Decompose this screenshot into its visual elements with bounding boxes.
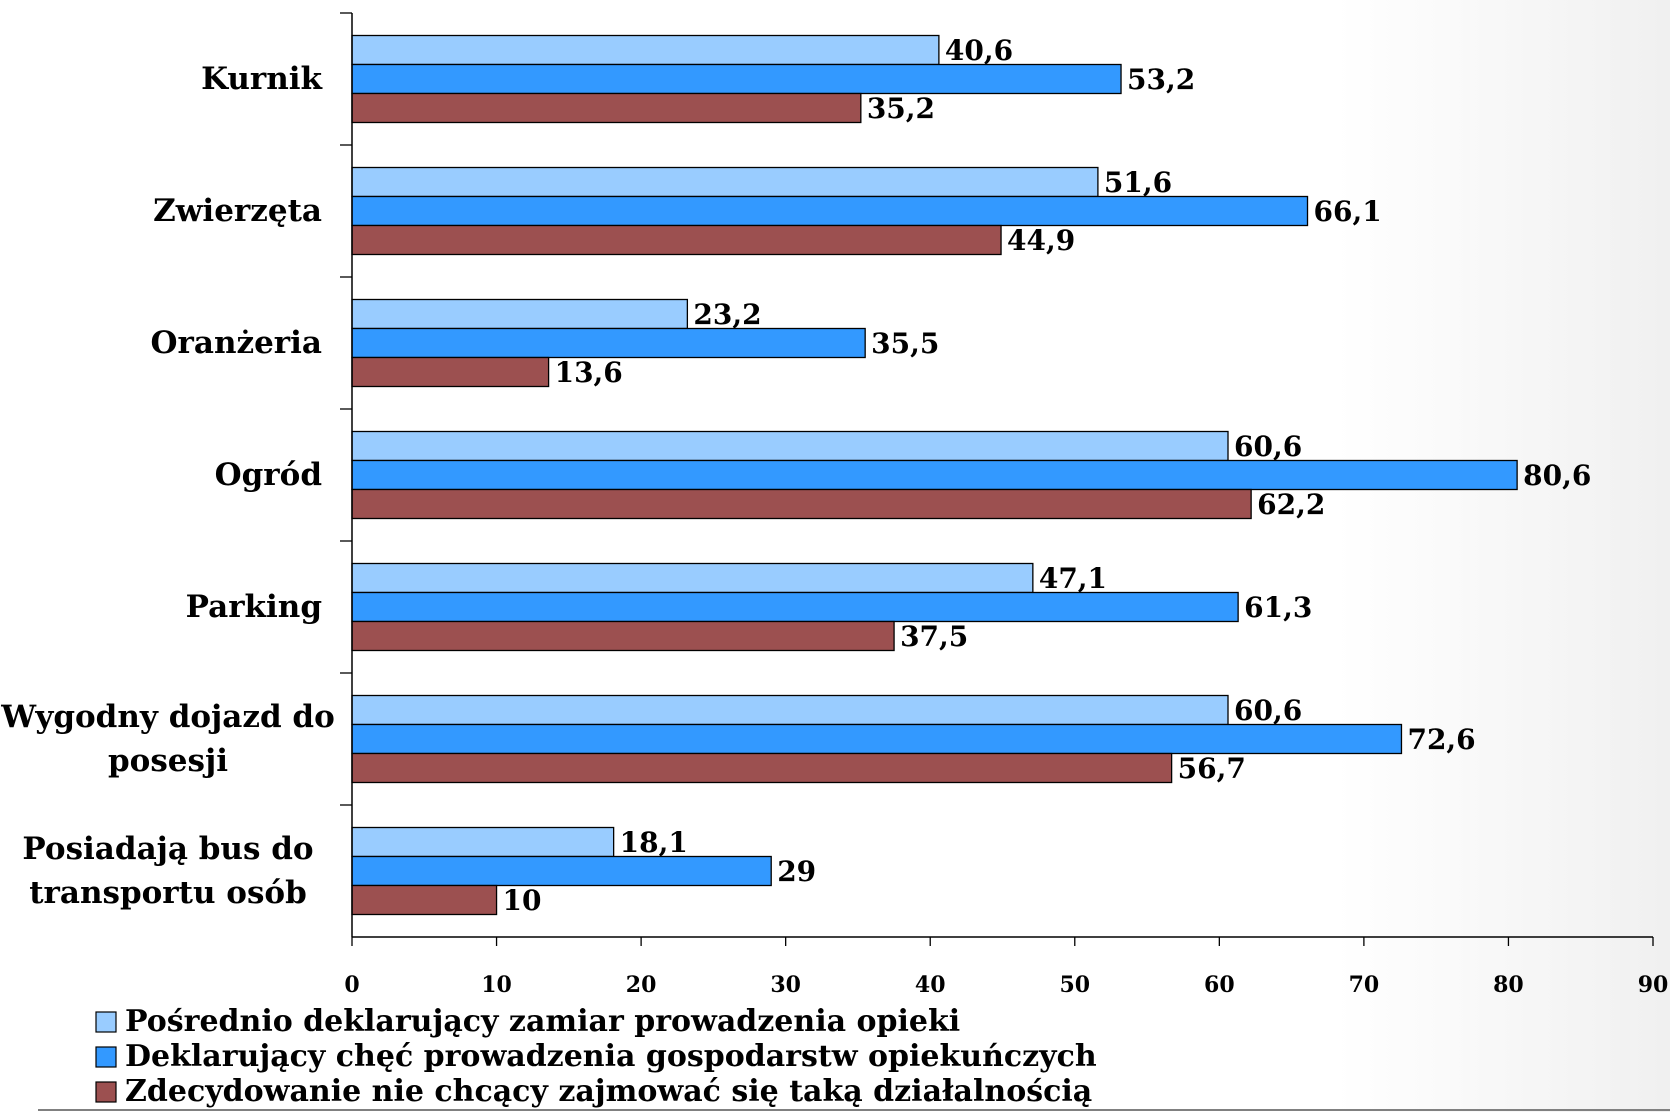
category-label-3: Ogród — [215, 457, 322, 493]
data-label-s1-c0: 53,2 — [1127, 63, 1195, 96]
data-label-s0-c4: 47,1 — [1039, 562, 1107, 595]
bar-s2-c6 — [351, 884, 498, 916]
data-label-s2-c6: 10 — [503, 884, 542, 917]
legend-label-0: Pośrednio deklarujący zamiar prowadzenia… — [125, 1004, 960, 1039]
bar-s0-c1 — [351, 166, 1099, 198]
data-label-s1-c2: 35,5 — [871, 327, 939, 360]
legend-swatch-1 — [95, 1046, 117, 1068]
category-label-0: Kurnik — [201, 61, 323, 97]
bar-s1-c0 — [351, 63, 1122, 95]
bar-s1-c4 — [351, 591, 1239, 623]
data-label-s0-c3: 60,6 — [1234, 430, 1302, 463]
bar-s1-c5 — [351, 723, 1403, 755]
category-label-6-line-1: transportu osób — [29, 875, 307, 911]
x-tick-label-3: 30 — [770, 972, 801, 998]
x-tick-label-6: 60 — [1204, 972, 1235, 998]
data-label-s0-c2: 23,2 — [693, 298, 761, 331]
bar-s0-c0 — [351, 34, 940, 66]
data-label-s2-c4: 37,5 — [900, 620, 968, 653]
bar-s2-c4 — [351, 620, 895, 652]
data-label-s0-c1: 51,6 — [1104, 166, 1172, 199]
data-label-s1-c3: 80,6 — [1523, 459, 1591, 492]
category-label-2: Oranżeria — [151, 325, 322, 361]
category-label-5-line-1: posesji — [108, 743, 228, 779]
legend-swatch-0 — [95, 1011, 117, 1033]
x-tick-label-0: 0 — [344, 972, 359, 998]
data-label-s1-c5: 72,6 — [1407, 723, 1475, 756]
data-label-s2-c2: 13,6 — [555, 356, 623, 389]
category-label-6-line-0: Posiadają bus do — [22, 831, 313, 867]
bar-s0-c5 — [351, 694, 1229, 726]
legend-swatch-2 — [95, 1081, 117, 1103]
x-tick-label-2: 20 — [626, 972, 657, 998]
bar-s0-c3 — [351, 430, 1229, 462]
bar-s2-c5 — [351, 752, 1173, 784]
x-tick-label-8: 80 — [1493, 972, 1524, 998]
data-label-s1-c6: 29 — [777, 855, 816, 888]
data-label-s2-c1: 44,9 — [1007, 224, 1075, 257]
category-label-5-line-0: Wygodny dojazd do — [0, 699, 335, 735]
bar-s1-c1 — [351, 195, 1309, 227]
data-label-s2-c3: 62,2 — [1257, 488, 1325, 521]
bar-s2-c1 — [351, 224, 1002, 256]
bar-s0-c6 — [351, 826, 615, 858]
data-label-s2-c5: 56,7 — [1178, 752, 1246, 785]
x-tick-label-1: 10 — [481, 972, 512, 998]
data-label-s0-c0: 40,6 — [945, 34, 1013, 67]
data-label-s0-c6: 18,1 — [620, 826, 688, 859]
legend-label-1: Deklarujący chęć prowadzenia gospodarstw… — [125, 1039, 1097, 1074]
bar-s1-c6 — [351, 855, 772, 887]
legend-label-2: Zdecydowanie nie chcący zajmować się tak… — [125, 1074, 1092, 1109]
x-tick-label-5: 50 — [1059, 972, 1090, 998]
data-label-s1-c4: 61,3 — [1244, 591, 1312, 624]
category-label-1: Zwierzęta — [153, 193, 322, 229]
bar-s2-c3 — [351, 488, 1252, 520]
x-tick-label-7: 70 — [1349, 972, 1380, 998]
data-label-s0-c5: 60,6 — [1234, 694, 1302, 727]
data-label-s2-c0: 35,2 — [867, 92, 935, 125]
bar-s2-c2 — [351, 356, 550, 388]
x-tick-label-4: 40 — [915, 972, 946, 998]
bar-s2-c0 — [351, 92, 862, 124]
category-label-4: Parking — [186, 589, 322, 625]
bar-s0-c4 — [351, 562, 1034, 594]
x-tick-label-9: 90 — [1638, 972, 1669, 998]
bar-s0-c2 — [351, 298, 689, 330]
data-label-s1-c1: 66,1 — [1314, 195, 1382, 228]
bar-s1-c2 — [351, 327, 866, 359]
bar-s1-c3 — [351, 459, 1518, 491]
